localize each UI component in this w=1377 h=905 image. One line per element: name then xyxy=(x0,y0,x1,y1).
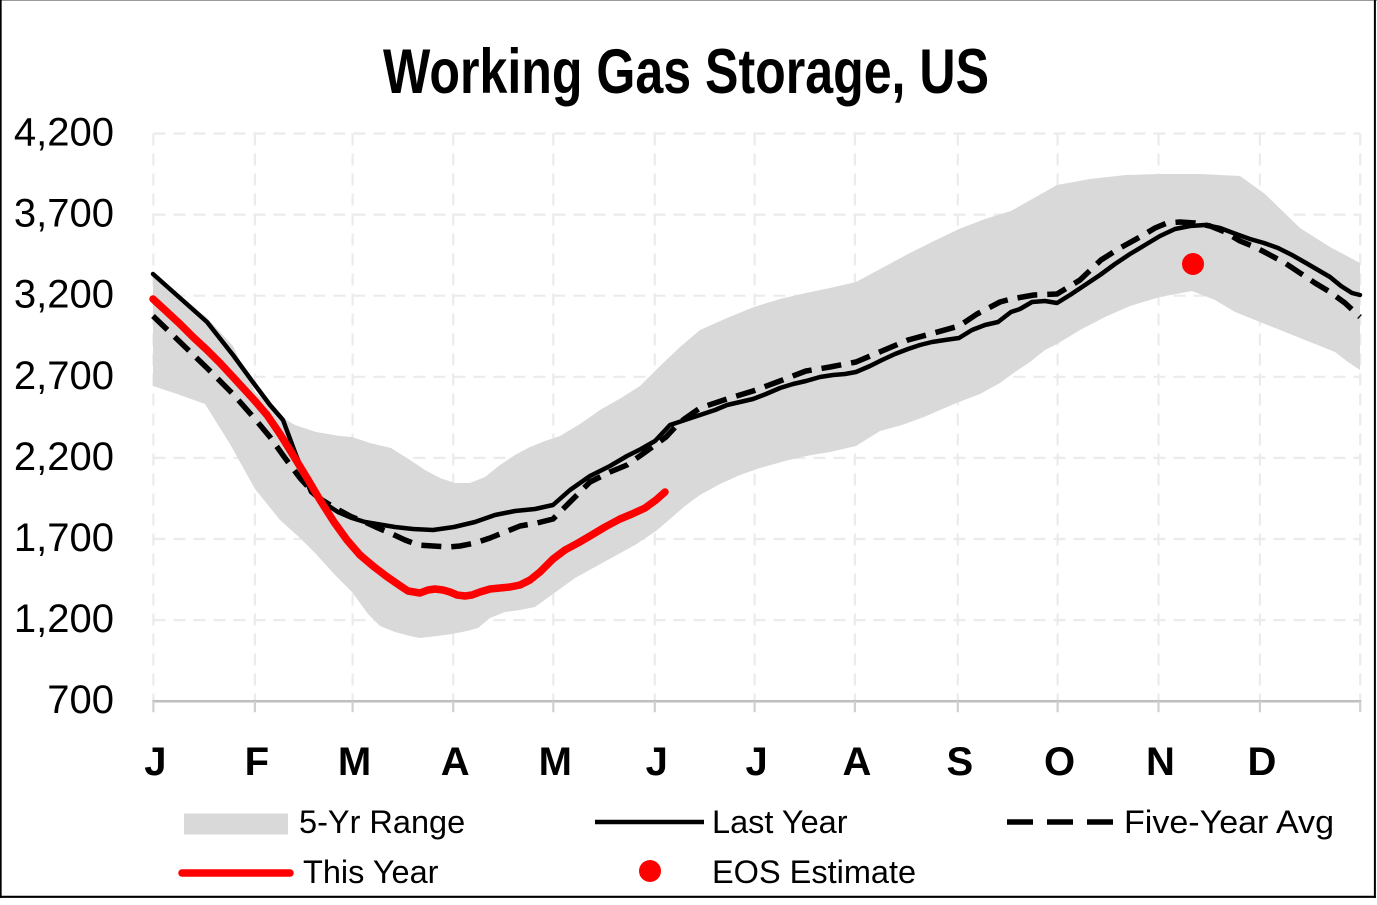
svg-text:N: N xyxy=(1146,740,1175,784)
svg-text:M: M xyxy=(539,740,572,784)
svg-text:3,200: 3,200 xyxy=(14,273,114,317)
svg-text:J: J xyxy=(144,740,166,784)
svg-text:1,700: 1,700 xyxy=(14,516,114,560)
svg-text:A: A xyxy=(441,740,470,784)
svg-text:5-Yr Range: 5-Yr Range xyxy=(299,804,465,840)
svg-text:2,200: 2,200 xyxy=(14,435,114,479)
svg-text:J: J xyxy=(745,740,767,784)
svg-text:Last Year: Last Year xyxy=(712,804,848,840)
svg-text:4,200: 4,200 xyxy=(14,111,114,155)
svg-text:Five-Year Avg: Five-Year Avg xyxy=(1124,804,1334,840)
svg-text:This Year: This Year xyxy=(303,854,439,890)
svg-text:2,700: 2,700 xyxy=(14,354,114,398)
svg-text:O: O xyxy=(1044,740,1075,784)
svg-text:D: D xyxy=(1247,740,1276,784)
svg-text:F: F xyxy=(245,740,269,784)
svg-text:Working Gas Storage, US: Working Gas Storage, US xyxy=(383,37,989,107)
svg-text:J: J xyxy=(646,740,668,784)
svg-text:A: A xyxy=(842,740,871,784)
svg-text:700: 700 xyxy=(47,678,114,722)
svg-text:3,700: 3,700 xyxy=(14,192,114,236)
svg-text:EOS Estimate: EOS Estimate xyxy=(712,854,916,890)
svg-text:S: S xyxy=(946,740,973,784)
svg-text:1,200: 1,200 xyxy=(14,597,114,641)
svg-text:M: M xyxy=(338,740,371,784)
